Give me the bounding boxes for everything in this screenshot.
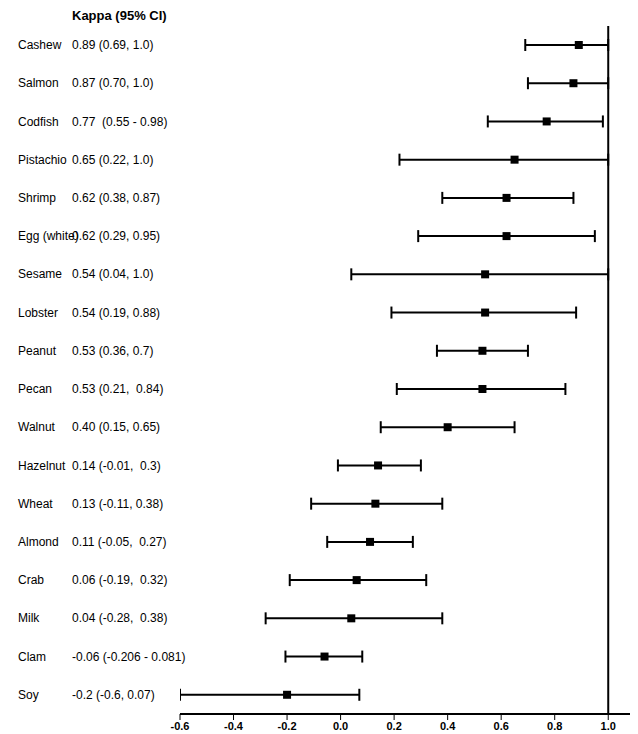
svg-text:Egg (white): Egg (white) xyxy=(18,229,79,243)
svg-text:0.6: 0.6 xyxy=(494,720,509,732)
svg-text:0.54 (0.04, 1.0): 0.54 (0.04, 1.0) xyxy=(72,267,153,281)
svg-text:1.0: 1.0 xyxy=(601,720,616,732)
svg-text:Clam: Clam xyxy=(18,650,46,664)
svg-text:0.06 (-0.19, 0.32): 0.06 (-0.19, 0.32) xyxy=(72,573,167,587)
svg-text:Soy: Soy xyxy=(18,688,39,702)
svg-text:0.87 (0.70, 1.0): 0.87 (0.70, 1.0) xyxy=(72,76,153,90)
svg-text:0.11 (-0.05, 0.27): 0.11 (-0.05, 0.27) xyxy=(72,535,167,549)
svg-text:-0.6: -0.6 xyxy=(171,720,190,732)
svg-text:0.89 (0.69, 1.0): 0.89 (0.69, 1.0) xyxy=(72,38,153,52)
html-text:Kappa (95% CI): Kappa (95% CI) xyxy=(72,8,167,23)
svg-text:0.62 (0.29, 0.95): 0.62 (0.29, 0.95) xyxy=(72,229,160,243)
svg-text:0.53 (0.21, 0.84): 0.53 (0.21, 0.84) xyxy=(72,382,163,396)
svg-text:Crab: Crab xyxy=(18,573,44,587)
svg-text:Pistachio: Pistachio xyxy=(18,153,67,167)
svg-text:Walnut: Walnut xyxy=(18,420,56,434)
svg-text:Hazelnut: Hazelnut xyxy=(18,459,66,473)
svg-text:Salmon: Salmon xyxy=(18,76,59,90)
svg-text:Cashew: Cashew xyxy=(18,38,62,52)
svg-text:Lobster: Lobster xyxy=(18,306,58,320)
svg-text:0.54 (0.19, 0.88): 0.54 (0.19, 0.88) xyxy=(72,306,160,320)
svg-text:Pecan: Pecan xyxy=(18,382,52,396)
svg-text:0.65 (0.22, 1.0): 0.65 (0.22, 1.0) xyxy=(72,153,153,167)
svg-text:0.40 (0.15, 0.65): 0.40 (0.15, 0.65) xyxy=(72,420,160,434)
svg-text:-0.06 (-0.206 - 0.081): -0.06 (-0.206 - 0.081) xyxy=(72,650,185,664)
svg-text:0.0: 0.0 xyxy=(333,720,348,732)
svg-text:-0.2 (-0.6, 0.07): -0.2 (-0.6, 0.07) xyxy=(72,688,155,702)
svg-text:0.53 (0.36, 0.7): 0.53 (0.36, 0.7) xyxy=(72,344,153,358)
svg-text:-0.4: -0.4 xyxy=(224,720,244,732)
svg-text:0.77 (0.55 - 0.98): 0.77 (0.55 - 0.98) xyxy=(72,115,167,129)
svg-text:0.2: 0.2 xyxy=(386,720,401,732)
svg-text:0.04 (-0.28, 0.38): 0.04 (-0.28, 0.38) xyxy=(72,611,167,625)
svg-text:Almond: Almond xyxy=(18,535,59,549)
svg-text:0.8: 0.8 xyxy=(547,720,562,732)
svg-text:Peanut: Peanut xyxy=(18,344,57,358)
svg-text:0.62 (0.38, 0.87): 0.62 (0.38, 0.87) xyxy=(72,191,160,205)
svg-text:0.13 (-0.11, 0.38): 0.13 (-0.11, 0.38) xyxy=(72,497,163,511)
svg-text:Shrimp: Shrimp xyxy=(18,191,56,205)
svg-text:Milk: Milk xyxy=(18,611,40,625)
svg-text:Wheat: Wheat xyxy=(18,497,53,511)
svg-text:Sesame: Sesame xyxy=(18,267,62,281)
svg-text:-0.2: -0.2 xyxy=(278,720,297,732)
svg-text:0.14 (-0.01, 0.3): 0.14 (-0.01, 0.3) xyxy=(72,459,161,473)
svg-text:0.4: 0.4 xyxy=(440,720,456,732)
svg-text:Codfish: Codfish xyxy=(18,115,59,129)
